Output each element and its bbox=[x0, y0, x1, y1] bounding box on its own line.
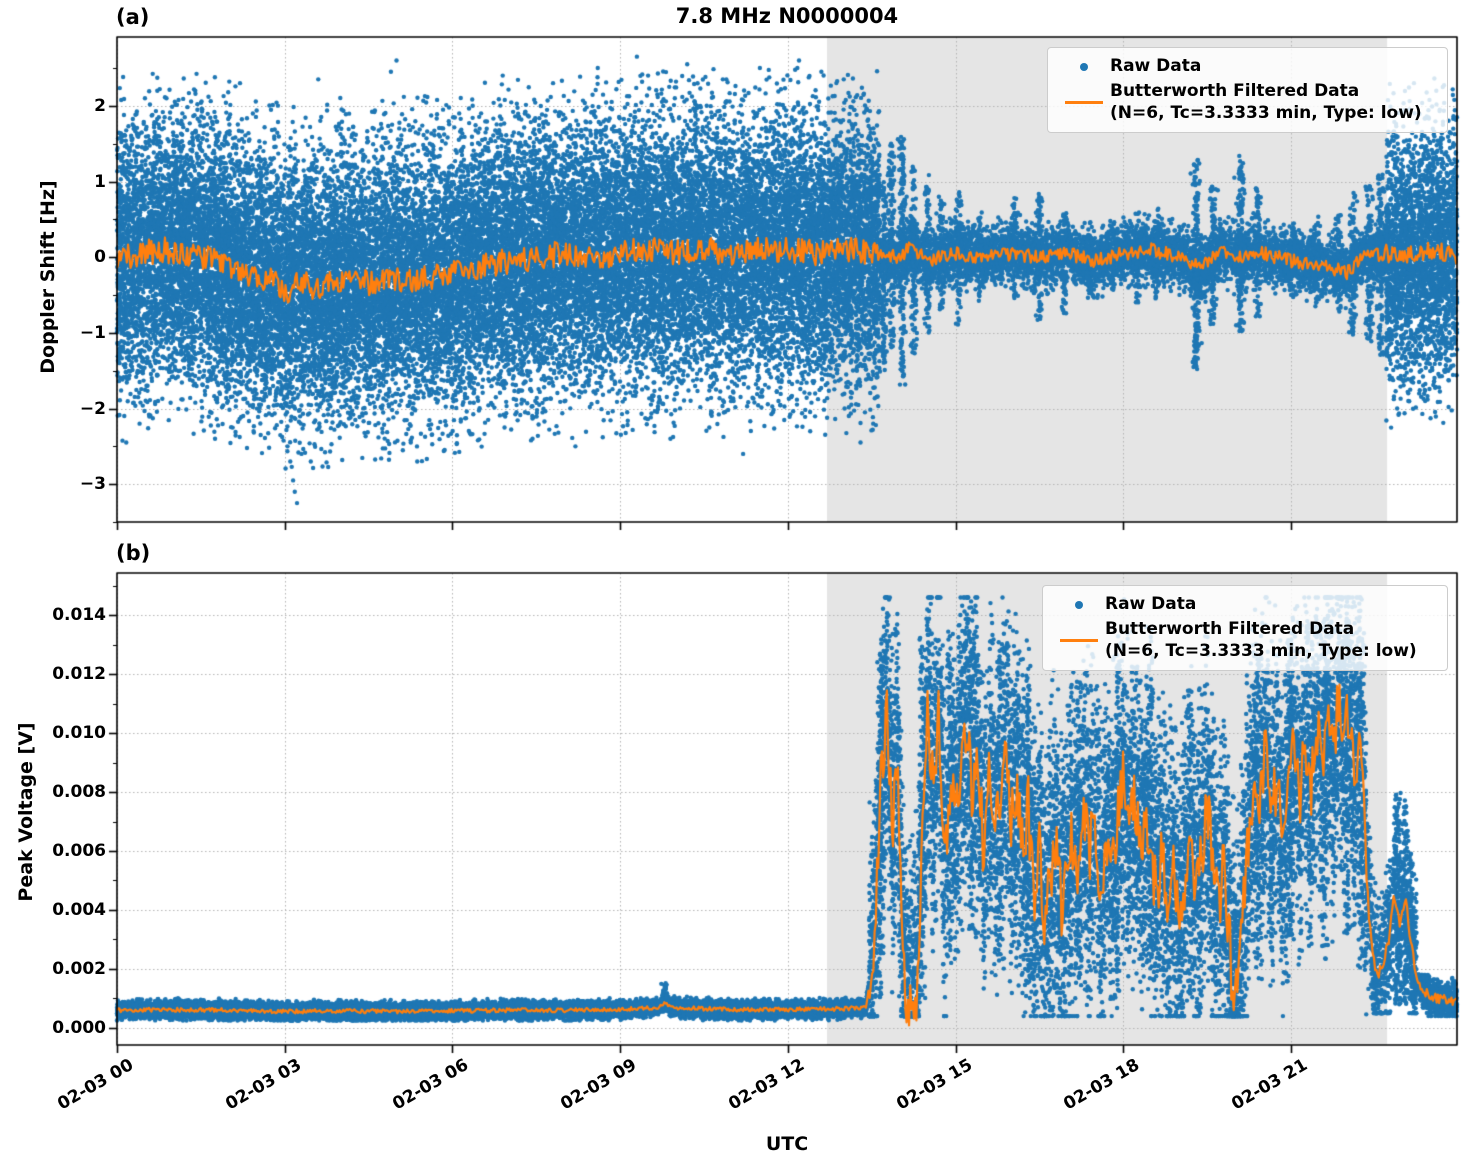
ytick-text: −3 bbox=[79, 474, 106, 495]
legend-entry-filtered: Butterworth Filtered Data (N=6, Tc=3.333… bbox=[1053, 619, 1435, 662]
panel-b-label: (b) bbox=[116, 541, 151, 565]
legend-filtered-label: Butterworth Filtered Data (N=6, Tc=3.333… bbox=[1105, 619, 1417, 662]
ytick-text: 0 bbox=[94, 247, 106, 268]
ytick-text: 0.004 bbox=[52, 899, 106, 920]
ytick-text: 0.008 bbox=[52, 782, 106, 803]
legend-entry-raw: Raw Data bbox=[1053, 594, 1435, 615]
raw-data-dot-icon bbox=[1075, 600, 1083, 609]
figure-title: 7.8 MHz N0000004 bbox=[675, 4, 899, 28]
ytick-text: 0.010 bbox=[52, 723, 106, 744]
raw-data-marker-col bbox=[1053, 600, 1105, 609]
ytick-text: 0.006 bbox=[52, 841, 106, 861]
legend-entry-raw: Raw Data bbox=[1058, 56, 1435, 77]
legend-filtered-line2: (N=6, Tc=3.3333 min, Type: low) bbox=[1105, 640, 1417, 661]
ytick-text: 0.002 bbox=[52, 958, 106, 979]
legend-filtered-label: Butterworth Filtered Data (N=6, Tc=3.333… bbox=[1110, 81, 1422, 124]
legend-entry-filtered: Butterworth Filtered Data (N=6, Tc=3.333… bbox=[1058, 81, 1435, 124]
legend-filtered-line2: (N=6, Tc=3.3333 min, Type: low) bbox=[1110, 102, 1422, 123]
legend-filtered-line1: Butterworth Filtered Data bbox=[1105, 619, 1355, 640]
filtered-line-marker-col bbox=[1053, 638, 1105, 643]
legend-filtered-line1: Butterworth Filtered Data bbox=[1110, 81, 1360, 102]
panel-a-label: (a) bbox=[116, 5, 150, 29]
filtered-line-marker-col bbox=[1058, 100, 1110, 105]
legend-raw-label: Raw Data bbox=[1110, 56, 1202, 76]
panel-a-legend: Raw Data Butterworth Filtered Data (N=6,… bbox=[1047, 47, 1448, 133]
raw-data-marker-col bbox=[1058, 62, 1110, 71]
ytick-text: 1 bbox=[94, 171, 106, 192]
x-axis-label: UTC bbox=[765, 1133, 809, 1155]
ytick-text: 0.012 bbox=[52, 664, 106, 685]
raw-data-dot-icon bbox=[1080, 62, 1088, 71]
panel-b-ylabel: Peak Voltage [V] bbox=[15, 722, 37, 902]
ytick-text: 0.014 bbox=[52, 605, 106, 626]
ytick-text: −2 bbox=[79, 398, 106, 419]
ytick-text: 0.000 bbox=[52, 1017, 106, 1038]
filtered-line-icon bbox=[1065, 100, 1103, 105]
ytick-text: 2 bbox=[94, 95, 106, 116]
legend-raw-label: Raw Data bbox=[1105, 594, 1197, 614]
ytick-text: −1 bbox=[79, 322, 106, 343]
panel-b-legend: Raw Data Butterworth Filtered Data (N=6,… bbox=[1042, 585, 1448, 671]
panel-a-ylabel: Doppler Shift [Hz] bbox=[37, 180, 59, 374]
filtered-line-icon bbox=[1060, 638, 1098, 643]
